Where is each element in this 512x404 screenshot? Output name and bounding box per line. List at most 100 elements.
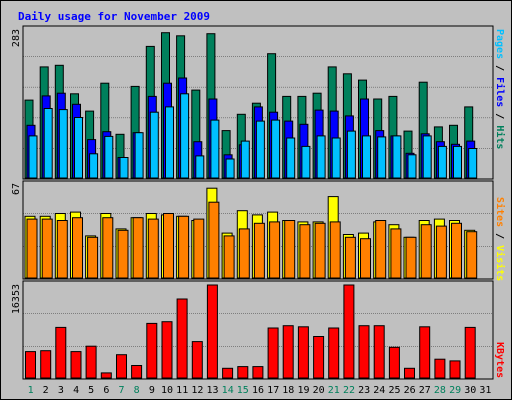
x-tick-label-day-9: 9 (149, 385, 155, 396)
bar-kbytes-day-22 (343, 284, 355, 379)
bar-sites-day-30 (466, 231, 478, 279)
bar-kbytes-day-4 (70, 351, 82, 379)
bar-pages-day-26 (407, 154, 417, 179)
bar-sites-day-21 (329, 221, 341, 279)
legend-sites: Sites (494, 197, 506, 227)
bar-pages-day-18 (286, 137, 296, 179)
bar-sites-day-25 (390, 228, 402, 279)
bar-kbytes-day-10 (161, 321, 173, 379)
x-tick-label-day-26: 26 (404, 385, 416, 396)
bar-pages-day-3 (58, 109, 68, 179)
bar-kbytes-day-27 (419, 326, 431, 379)
x-tick-label-day-24: 24 (373, 385, 385, 396)
bar-pages-day-25 (392, 135, 402, 179)
bar-pages-day-15 (240, 140, 250, 179)
ymax-label-visits: 67 (11, 183, 22, 195)
x-tick-label-day-13: 13 (206, 385, 218, 396)
bar-kbytes-day-28 (434, 358, 446, 379)
legend-visits: Visits (494, 245, 506, 281)
legend-hits: Hits (494, 125, 506, 149)
bar-sites-day-26 (405, 236, 417, 279)
ymax-label-kbytes: 16353 (11, 284, 22, 314)
bar-kbytes-day-21 (328, 327, 340, 379)
bars-visits-sites (24, 187, 478, 279)
x-tick-label-day-28: 28 (434, 385, 446, 396)
chart-title: Daily usage for November 2009 (18, 10, 210, 23)
bar-kbytes-day-11 (176, 298, 188, 379)
bar-pages-day-22 (346, 130, 356, 179)
x-tick-label-day-25: 25 (388, 385, 400, 396)
bar-pages-day-29 (453, 145, 462, 179)
x-tick-label-day-15: 15 (237, 385, 249, 396)
x-tick-label-day-30: 30 (464, 385, 476, 396)
bar-sites-day-28 (435, 225, 447, 279)
bar-kbytes-day-12 (191, 341, 203, 379)
legend-kbytes: KBytes (494, 342, 505, 378)
bar-pages-day-14 (225, 158, 235, 179)
bar-kbytes-day-26 (404, 367, 415, 379)
legend-sep-1: / (494, 59, 505, 77)
bar-pages-day-9 (149, 111, 159, 179)
x-tick-label-day-17: 17 (267, 385, 279, 396)
bar-kbytes-day-30 (464, 326, 476, 379)
bar-pages-day-28 (437, 145, 447, 179)
bar-sites-day-11 (178, 215, 190, 279)
bar-sites-day-13 (208, 201, 220, 279)
legend-kbytes-label: KBytes (494, 342, 505, 378)
bar-kbytes-day-19 (297, 326, 309, 379)
bar-pages-day-8 (134, 132, 144, 179)
bar-pages-day-21 (331, 137, 341, 179)
x-tick-label-day-8: 8 (134, 385, 140, 396)
x-tick-label-day-12: 12 (191, 385, 203, 396)
legend-files: Files (494, 77, 506, 107)
bar-pages-day-5 (89, 153, 99, 179)
bar-pages-day-30 (468, 148, 478, 179)
x-tick-label-day-20: 20 (313, 385, 325, 396)
bar-sites-day-1 (26, 218, 38, 279)
x-tick-label-day-11: 11 (176, 385, 188, 396)
bar-kbytes-day-15 (237, 366, 249, 379)
bar-pages-day-7 (119, 157, 129, 179)
bar-kbytes-day-9 (146, 322, 158, 379)
bar-sites-day-7 (117, 229, 129, 279)
bar-kbytes-day-13 (206, 284, 218, 379)
bar-pages-day-6 (104, 135, 114, 179)
bar-sites-day-10 (163, 213, 174, 279)
bar-sites-day-17 (269, 221, 281, 279)
x-tick-label-day-4: 4 (73, 385, 79, 396)
bar-sites-day-18 (284, 220, 296, 279)
bar-kbytes-day-23 (358, 325, 370, 379)
bar-kbytes-day-3 (55, 326, 67, 379)
bar-sites-day-3 (56, 220, 68, 279)
bar-sites-day-12 (193, 218, 205, 279)
bar-pages-day-17 (271, 119, 281, 179)
bar-pages-day-27 (422, 135, 432, 179)
bar-sites-day-4 (72, 217, 83, 279)
bar-pages-day-16 (255, 120, 265, 179)
x-tick-label-day-21: 21 (328, 385, 340, 396)
bar-sites-day-6 (102, 217, 114, 279)
bar-kbytes-day-18 (282, 325, 294, 379)
bar-pages-day-2 (43, 108, 53, 179)
bar-sites-day-22 (344, 236, 356, 279)
ymax-label-hits: 283 (11, 29, 22, 47)
bar-pages-day-23 (362, 135, 371, 179)
bar-pages-day-19 (301, 145, 311, 179)
legend-sep-2: / (494, 107, 505, 125)
bars-kbytes (25, 284, 476, 379)
x-tick-label-day-19: 19 (297, 385, 309, 396)
bar-kbytes-day-6 (100, 372, 112, 379)
bar-sites-day-14 (223, 235, 235, 279)
bar-sites-day-16 (253, 222, 265, 279)
bar-sites-day-9 (147, 218, 159, 279)
bar-sites-day-5 (87, 236, 99, 279)
x-tick-label-day-29: 29 (449, 385, 461, 396)
x-tick-label-day-3: 3 (58, 385, 64, 396)
bar-kbytes-day-25 (388, 346, 400, 379)
bar-kbytes-day-24 (373, 325, 385, 379)
x-tick-label-day-23: 23 (358, 385, 370, 396)
bar-kbytes-day-1 (25, 351, 36, 379)
legend-pages: Pages (494, 29, 505, 59)
legend-visits-sites: Sites / Visits (494, 197, 506, 281)
